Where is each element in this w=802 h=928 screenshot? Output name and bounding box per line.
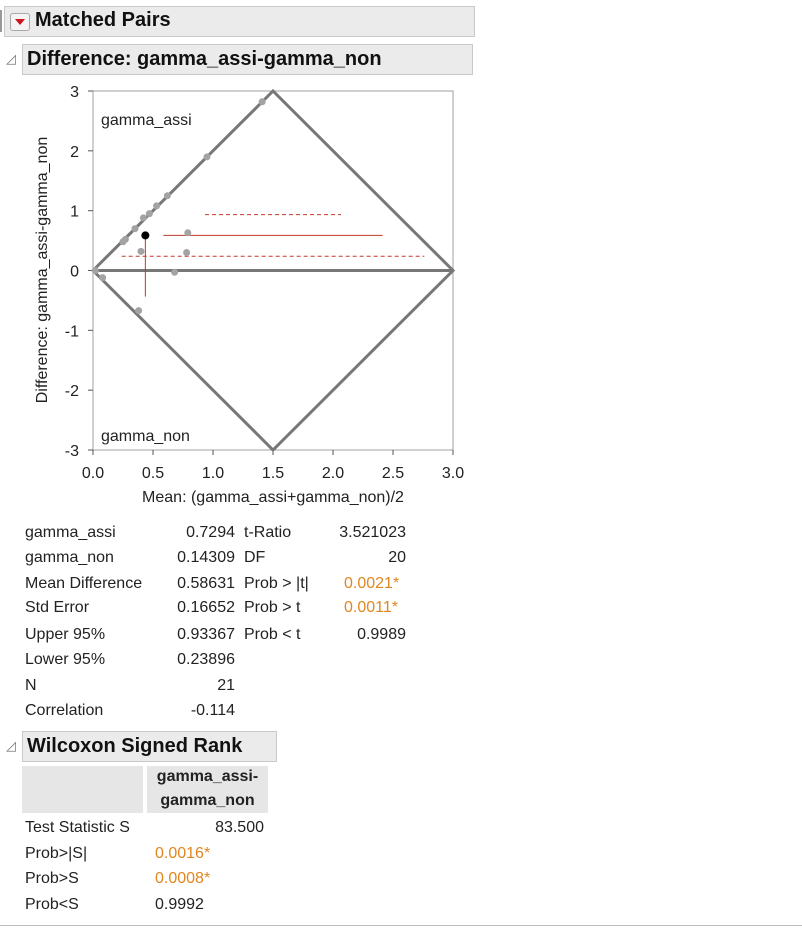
wilcoxon-title: Wilcoxon Signed Rank (27, 735, 243, 757)
test-label: Prob < t (244, 626, 301, 643)
data-point (121, 235, 129, 243)
mean-point (141, 231, 150, 240)
x-tick-label: 2.5 (382, 465, 404, 482)
x-axis-label: Mean: (gamma_assi+gamma_non)/2 (142, 489, 404, 506)
test-value: 20 (388, 549, 406, 566)
data-point (171, 268, 179, 276)
reference-lines (121, 214, 425, 297)
y-tick-label: 1 (70, 204, 79, 221)
matched-pairs-header (4, 6, 475, 37)
stat-value: 0.58631 (177, 575, 235, 592)
test-value: 0.0011* (344, 599, 398, 616)
y-axis-label: Difference: gamma_assi-gamma_non (34, 137, 51, 404)
data-point (131, 225, 139, 233)
y-tick-label: 3 (70, 84, 79, 101)
stat-label: Std Error (25, 599, 90, 616)
wilcoxon-row-label: Prob>S (25, 870, 79, 887)
wilcoxon-row-label: Test Statistic S (25, 819, 130, 836)
x-tick-label: 0.5 (142, 465, 164, 482)
test-value: 0.0021* (344, 575, 400, 592)
wilcoxon-row-value: 0.9992 (155, 896, 204, 913)
test-label: DF (244, 549, 266, 566)
wilcoxon-corner-cell (22, 766, 143, 813)
disclosure-triangle-icon[interactable]: ◿ (6, 51, 16, 66)
stat-value: 0.16652 (177, 599, 235, 616)
y-axis-ticks: 3 2 1 0 -1 -2 -3 (65, 84, 93, 460)
stat-value: -0.114 (190, 702, 235, 719)
wilcoxon-row-value: 0.0016* (155, 845, 211, 862)
data-point (184, 229, 192, 237)
bottom-divider (0, 925, 802, 926)
stat-label: gamma_non (25, 549, 114, 566)
stat-value: 0.7294 (186, 524, 235, 541)
stat-value: 0.93367 (177, 626, 235, 643)
stat-value: 0.23896 (177, 651, 235, 668)
stat-label: Upper 95% (25, 626, 106, 643)
test-label: Prob > |t| (244, 575, 309, 592)
data-point (183, 249, 191, 257)
x-tick-label: 1.5 (262, 465, 284, 482)
data-point (91, 267, 99, 274)
wilcoxon-header-line2: gamma_non (160, 792, 255, 809)
matched-pairs-plot: 3 2 1 0 -1 -2 -3 0.0 0.5 1.0 1.5 2.0 2.5 3.0 gamma_a… (34, 84, 464, 506)
data-point (163, 192, 171, 200)
upper-region-label: gamma_assi (101, 112, 192, 129)
stat-label: Lower 95% (25, 651, 106, 668)
stat-label: gamma_assi (25, 524, 116, 541)
data-point (153, 202, 161, 210)
outline-edge (0, 10, 2, 32)
data-point (203, 153, 211, 161)
stat-label: N (25, 677, 37, 694)
stat-label: Correlation (25, 702, 104, 719)
disclosure-triangle-icon[interactable]: ◿ (6, 738, 16, 753)
data-point (145, 210, 153, 218)
data-point (139, 214, 147, 222)
test-value: 0.9989 (357, 626, 406, 643)
stat-value: 21 (217, 677, 235, 694)
x-tick-label: 0.0 (82, 465, 104, 482)
test-label: Prob > t (244, 599, 301, 616)
wilcoxon-header-line1: gamma_assi- (156, 768, 259, 785)
y-tick-label: 0 (70, 264, 79, 281)
data-point (135, 307, 143, 315)
wilcoxon-row-label: Prob<S (25, 896, 79, 913)
x-tick-label: 1.0 (202, 465, 224, 482)
wilcoxon-row-label: Prob>|S| (25, 845, 88, 862)
data-point (99, 274, 107, 282)
y-tick-label: -1 (65, 323, 79, 340)
stat-label: Mean Difference (25, 575, 143, 592)
wilcoxon-column-header (147, 766, 268, 813)
test-value: 3.521023 (339, 524, 406, 541)
difference-title: Difference: gamma_assi-gamma_non (27, 48, 382, 70)
x-tick-label: 3.0 (442, 465, 464, 482)
matched-pairs-title: Matched Pairs (35, 9, 171, 31)
y-tick-label: -2 (65, 383, 79, 400)
y-tick-label: -3 (65, 443, 79, 460)
data-point (258, 98, 266, 106)
test-label: t-Ratio (244, 524, 292, 541)
x-axis-ticks: 0.0 0.5 1.0 1.5 2.0 2.5 3.0 (82, 450, 464, 482)
data-points (91, 98, 266, 315)
data-point (137, 247, 145, 255)
wilcoxon-row-value: 0.0008* (155, 870, 211, 887)
wilcoxon-row-value: 83.500 (215, 819, 264, 836)
y-tick-label: 2 (70, 144, 79, 161)
x-tick-label: 2.0 (322, 465, 344, 482)
red-triangle-icon (15, 19, 25, 25)
stat-value: 0.14309 (177, 549, 235, 566)
diamond-outline (90, 88, 456, 453)
red-triangle-menu-button[interactable] (10, 13, 30, 31)
lower-region-label: gamma_non (101, 428, 190, 445)
difference-header[interactable] (22, 44, 473, 75)
wilcoxon-header[interactable] (22, 731, 277, 762)
